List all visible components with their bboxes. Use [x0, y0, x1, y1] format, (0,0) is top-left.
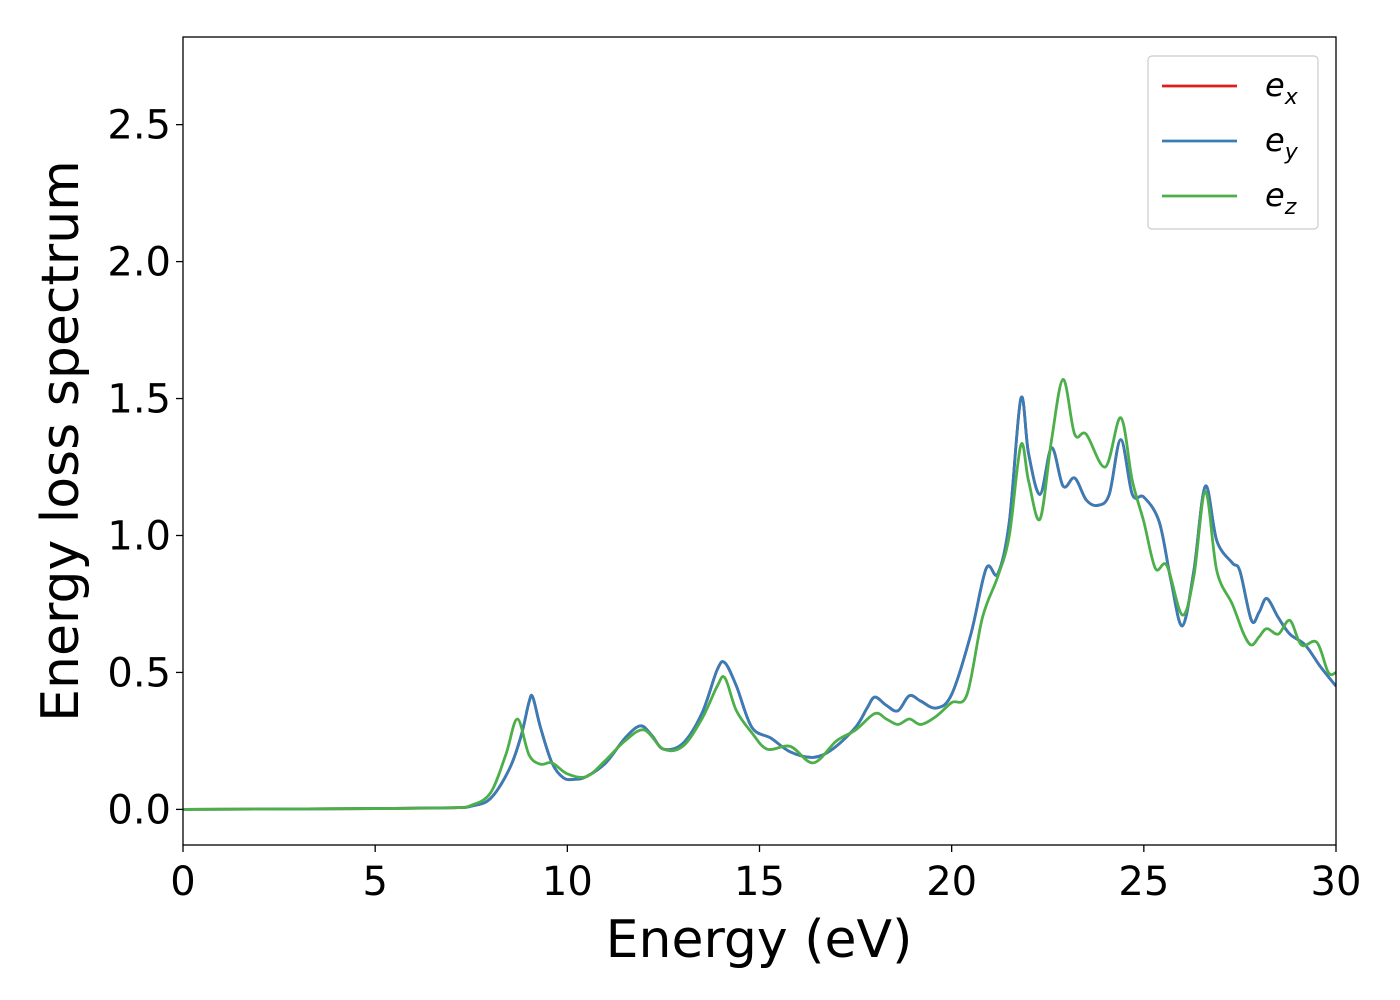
- x-tick-label: 10: [542, 859, 593, 905]
- x-tick-label: 15: [734, 859, 785, 905]
- series-lines: [183, 377, 1336, 811]
- y-tick-label: 2.0: [107, 240, 171, 286]
- x-tick-label: 30: [1311, 859, 1362, 905]
- x-tick-label: 0: [170, 859, 195, 905]
- y-tick-label: 0.0: [107, 787, 171, 833]
- x-tick-label: 25: [1118, 859, 1169, 905]
- legend-label-z: ez: [1265, 176, 1297, 220]
- legend: ex ey ez: [1147, 55, 1319, 230]
- y-tick-label: 2.5: [107, 103, 171, 149]
- y-tick-label: 1.0: [107, 513, 171, 559]
- y-tick-label: 1.5: [107, 377, 171, 423]
- legend-label-y: ey: [1265, 121, 1299, 165]
- y-axis-ticks: 0.0 0.5 1.0 1.5 2.0 2.5: [107, 103, 183, 833]
- y-axis-label: Energy loss spectrum: [31, 160, 91, 722]
- series-line-z: [183, 377, 1336, 811]
- x-tick-label: 20: [926, 859, 977, 905]
- x-tick-label: 5: [362, 859, 387, 905]
- x-axis-ticks: 0 5 10 15 20 25 30: [170, 845, 1361, 905]
- x-axis-label: Energy (eV): [606, 910, 913, 970]
- y-tick-label: 0.5: [107, 650, 171, 696]
- legend-box: [1147, 55, 1319, 230]
- legend-label-x: ex: [1265, 66, 1299, 110]
